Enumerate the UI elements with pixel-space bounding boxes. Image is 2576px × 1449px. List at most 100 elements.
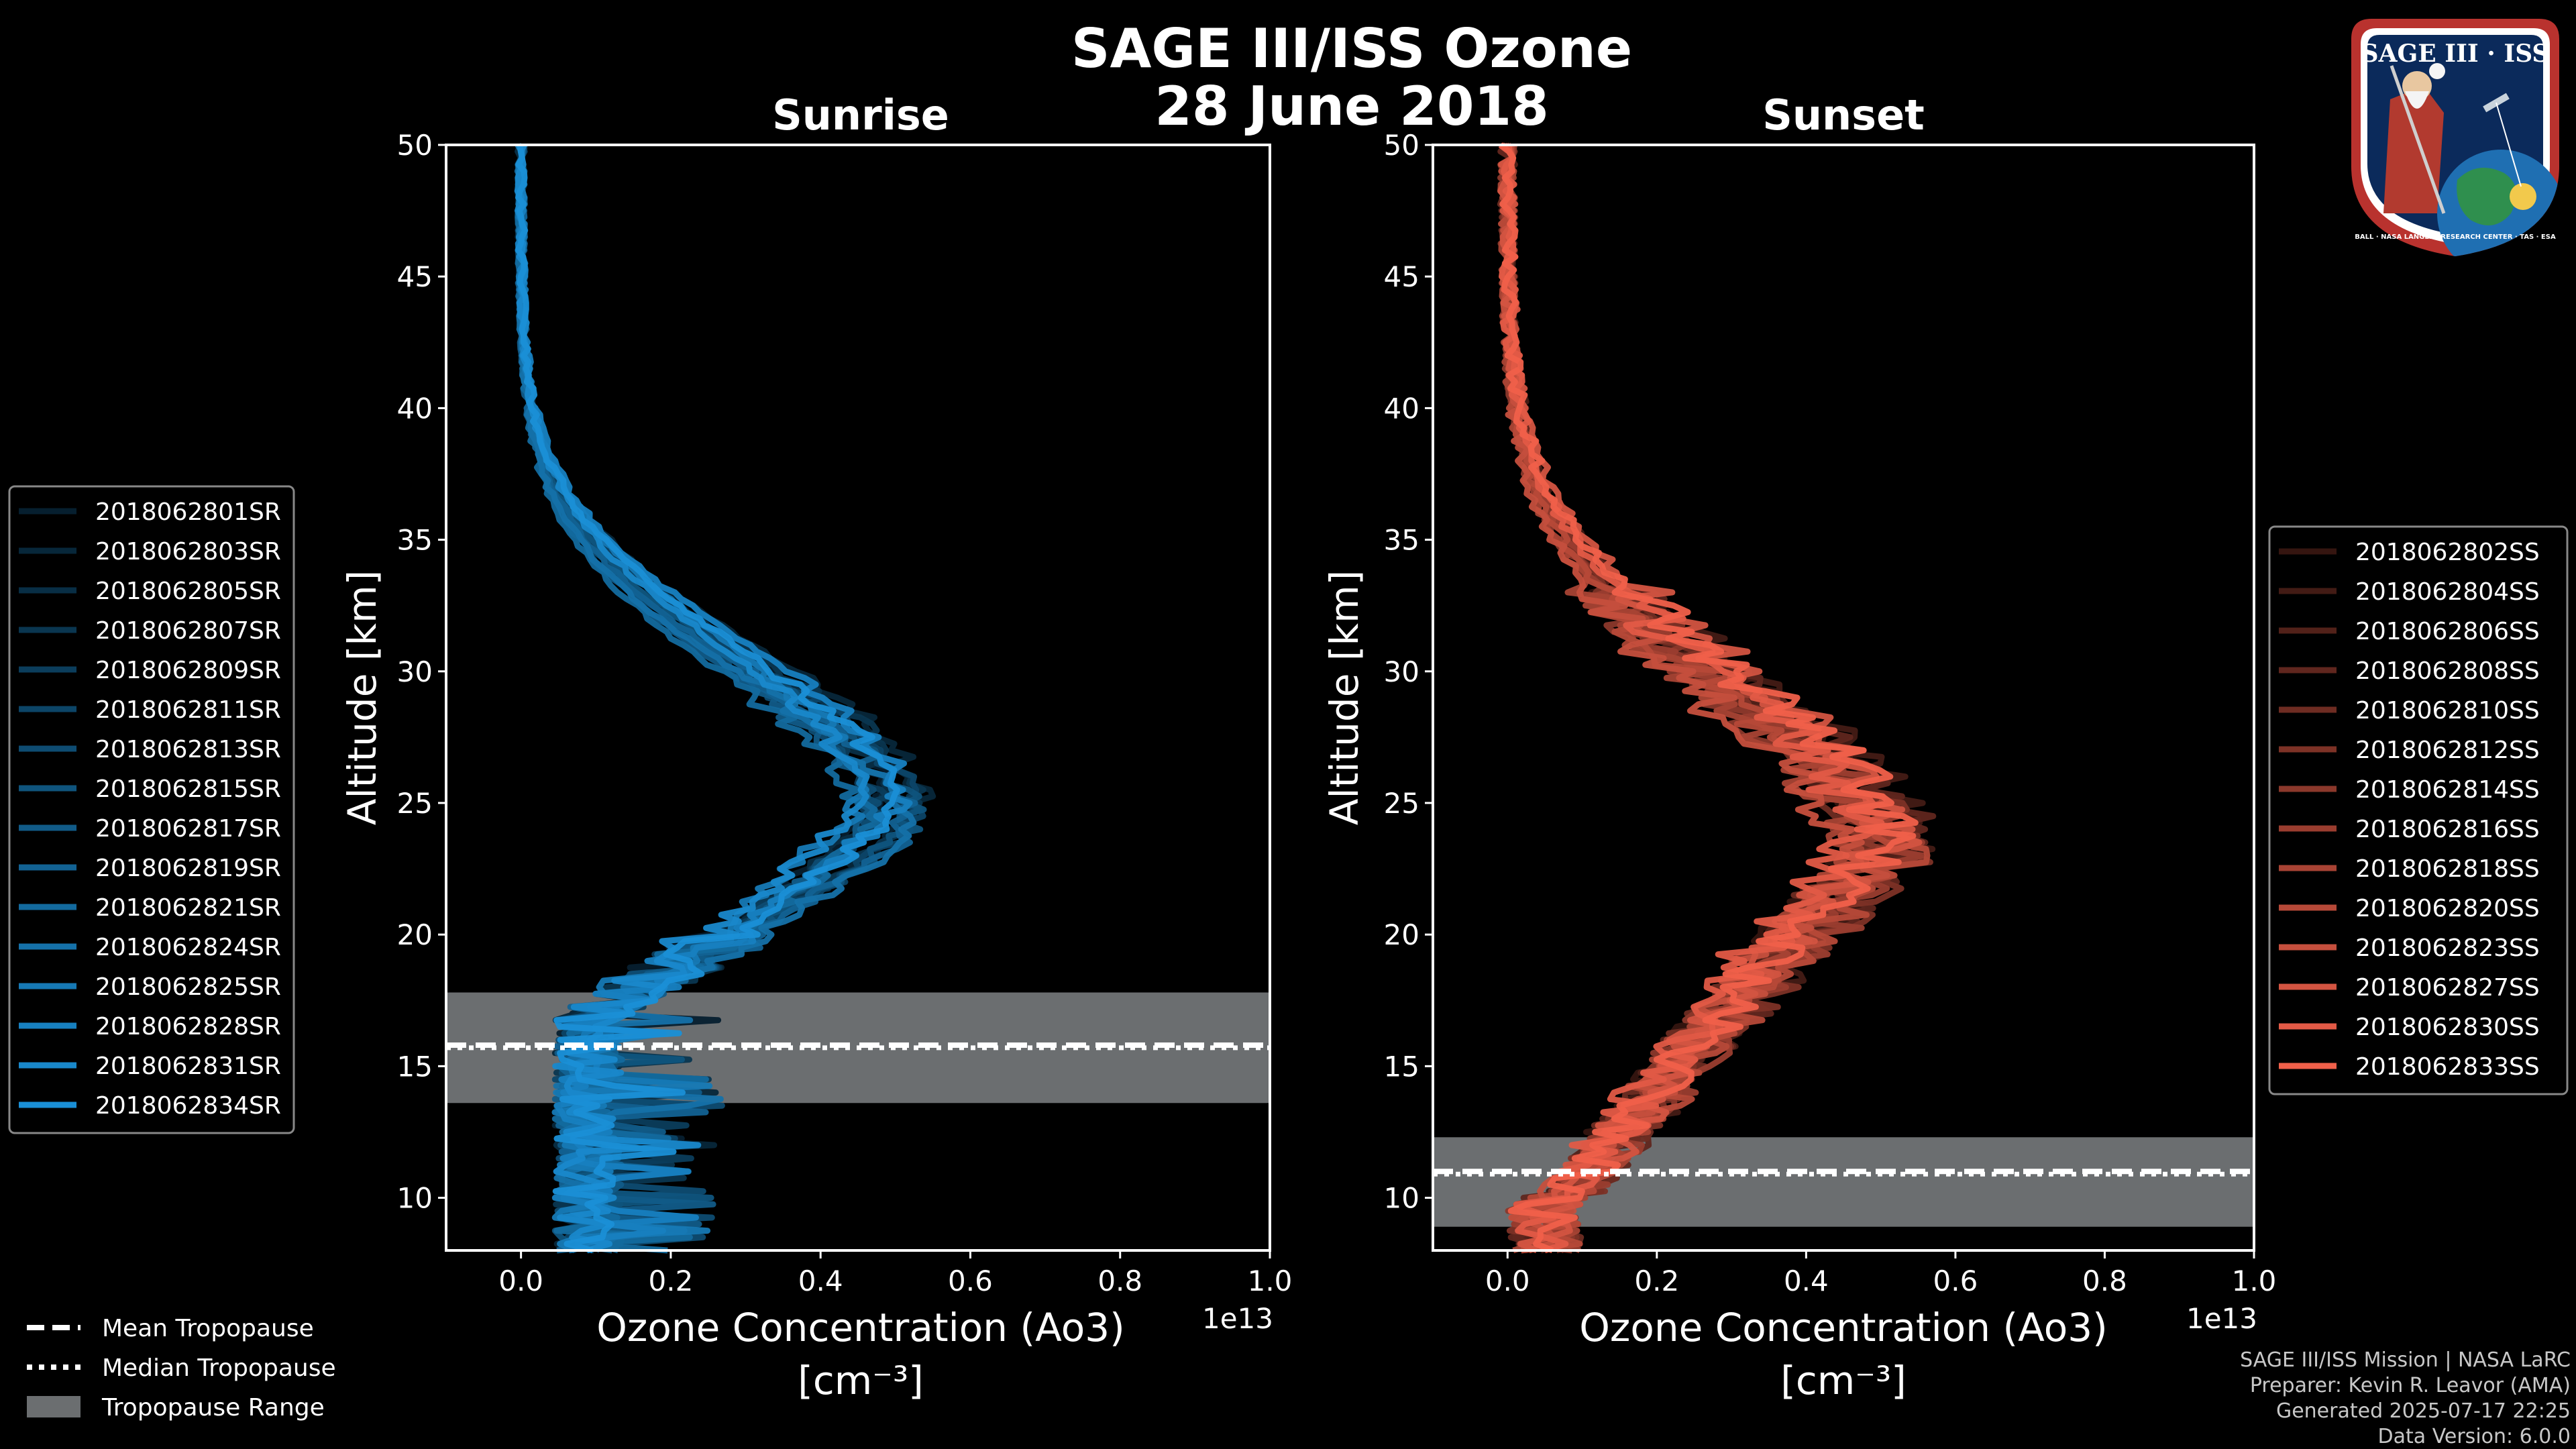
legend-label-2018062818SS: 2018062818SS: [2355, 855, 2540, 883]
credit-data-version: Data Version: 6.0.0: [2378, 1425, 2571, 1448]
x-tick-label: 0.4: [1784, 1265, 1829, 1297]
sunrise-panel: Sunrise 0.0 0.2 0.4 0.6 0.8 1.0 10 15 20 25 30 35 4…: [339, 91, 1292, 1403]
legend-label-2018062816SS: 2018062816SS: [2355, 816, 2540, 843]
sunset-panel-title: Sunset: [1762, 91, 1925, 140]
legend-frame: [2268, 525, 2569, 1095]
legend-label-2018062824SR: 2018062824SR: [95, 934, 281, 961]
sunrise-legend: 2018062801SR 2018062803SR 2018062805SR 2018…: [8, 485, 295, 1134]
legend-label-2018062827SS: 2018062827SS: [2355, 974, 2540, 1002]
credit-generated: Generated 2025-07-17 22:25: [2276, 1399, 2571, 1423]
x-tick-label: 0.2: [649, 1265, 694, 1297]
y-tick-label: 35: [1384, 524, 1419, 557]
tropopause-range-swatch: [27, 1396, 80, 1417]
sunrise-profiles: [514, 142, 936, 1254]
profile-2018062833SS: [1498, 142, 1919, 1254]
tropopause-legend: Mean Tropopause Median Tropopause Tropopau…: [27, 1315, 336, 1421]
legend-label-2018062806SS: 2018062806SS: [2355, 618, 2540, 645]
x-tick-label: 1.0: [2232, 1265, 2277, 1297]
sunrise-axes-frame: [445, 144, 1271, 1252]
tropopause-legend-label: Median Tropopause: [102, 1354, 336, 1382]
sunset-tropopause-lines: [1433, 1169, 2254, 1177]
x-tick-label: 0.0: [498, 1265, 543, 1297]
y-tick-label: 15: [1384, 1050, 1419, 1083]
sage-iii-iss-logo: SAGE III · ISS BALL · NASA LANGLEY RESEA…: [2351, 19, 2559, 256]
sunset-offset-label: 1e13: [2186, 1302, 2257, 1335]
sunrise-y-ticks: 10 15 20 25 30 35 40 45 50: [397, 129, 446, 1215]
legend-label-2018062802SS: 2018062802SS: [2355, 539, 2540, 566]
legend-label-2018062830SS: 2018062830SS: [2355, 1014, 2540, 1041]
y-tick-label: 25: [397, 787, 433, 820]
sunset-x-ticks: 0.0 0.2 0.4 0.6 0.8 1.0: [1485, 1250, 2277, 1297]
sunrise-y-axis-label: Altitude [km]: [339, 570, 385, 825]
sunset-profiles: [1497, 142, 1937, 1254]
legend-label-2018062811SR: 2018062811SR: [95, 696, 281, 724]
legend-label-2018062825SR: 2018062825SR: [95, 973, 281, 1001]
legend-label-2018062804SS: 2018062804SS: [2355, 578, 2540, 606]
y-tick-label: 20: [1384, 918, 1419, 951]
sunrise-x-axis-label: Ozone Concentration (Ao3): [596, 1305, 1125, 1350]
legend-label-2018062808SS: 2018062808SS: [2355, 657, 2540, 685]
profile-2018062823SS: [1498, 144, 1890, 1254]
logo-ring-text: BALL · NASA LANGLEY RESEARCH CENTER · TA…: [2355, 233, 2556, 241]
credits: SAGE III/ISS Mission | NASA LaRC Prepare…: [2240, 1348, 2571, 1448]
x-tick-label: 1.0: [1248, 1265, 1293, 1297]
y-tick-label: 20: [397, 918, 433, 951]
sunset-x-axis-unit: [cm⁻³]: [1780, 1358, 1907, 1403]
legend-label-2018062834SR: 2018062834SR: [95, 1092, 281, 1120]
y-tick-label: 10: [1384, 1182, 1419, 1215]
legend-label-2018062810SS: 2018062810SS: [2355, 697, 2540, 724]
x-tick-label: 0.2: [1634, 1265, 1679, 1297]
legend-label-2018062805SR: 2018062805SR: [95, 578, 281, 605]
legend-label-2018062815SR: 2018062815SR: [95, 775, 281, 803]
legend-label-2018062812SS: 2018062812SS: [2355, 737, 2540, 764]
legend-label-2018062833SS: 2018062833SS: [2355, 1053, 2540, 1081]
profile-2018062814SS: [1497, 144, 1887, 1254]
legend-label-2018062807SR: 2018062807SR: [95, 617, 281, 645]
tropopause-legend-label: Tropopause Range: [101, 1394, 325, 1421]
sunset-axes-frame: [1432, 144, 2255, 1252]
x-tick-label: 0.0: [1485, 1265, 1530, 1297]
x-tick-label: 0.6: [1933, 1265, 1978, 1297]
x-tick-label: 0.8: [2082, 1265, 2127, 1297]
figure-title-line1: SAGE III/ISS Ozone: [1071, 17, 1632, 80]
y-tick-label: 30: [1384, 655, 1419, 688]
y-tick-label: 50: [397, 129, 433, 162]
sunrise-x-axis-unit: [cm⁻³]: [798, 1358, 924, 1403]
credit-mission: SAGE III/ISS Mission | NASA LaRC: [2240, 1348, 2571, 1372]
tropopause-legend-label: Mean Tropopause: [102, 1315, 314, 1342]
sunset-y-axis-label: Altitude [km]: [1322, 570, 1367, 825]
profile-2018062831SR: [514, 144, 870, 1254]
y-tick-label: 35: [397, 524, 433, 557]
legend-label-2018062821SR: 2018062821SR: [95, 894, 281, 922]
y-tick-label: 15: [397, 1050, 433, 1083]
legend-label-2018062813SR: 2018062813SR: [95, 736, 281, 763]
sunrise-tropopause-lines: [446, 1042, 1270, 1051]
y-tick-label: 25: [1384, 787, 1419, 820]
x-tick-label: 0.6: [948, 1265, 993, 1297]
profile-2018062830SS: [1499, 144, 1885, 1254]
y-tick-label: 45: [397, 260, 433, 293]
legend-label-2018062803SR: 2018062803SR: [95, 538, 281, 566]
y-tick-label: 10: [397, 1182, 433, 1215]
y-tick-label: 40: [1384, 392, 1419, 425]
legend-label-2018062809SR: 2018062809SR: [95, 657, 281, 684]
figure-title-line2: 28 June 2018: [1155, 75, 1549, 138]
x-tick-label: 0.8: [1097, 1265, 1142, 1297]
sunrise-x-ticks: 0.0 0.2 0.4 0.6 0.8 1.0: [498, 1250, 1292, 1297]
sunrise-offset-label: 1e13: [1202, 1302, 1273, 1335]
x-tick-label: 0.4: [798, 1265, 843, 1297]
sunrise-panel-title: Sunrise: [772, 91, 949, 140]
sunset-y-ticks: 10 15 20 25 30 35 40 45 50: [1384, 129, 1433, 1215]
legend-label-2018062823SS: 2018062823SS: [2355, 934, 2540, 962]
y-tick-label: 40: [397, 392, 433, 425]
legend-frame: [8, 485, 295, 1134]
y-tick-label: 45: [1384, 260, 1419, 293]
y-tick-label: 30: [397, 655, 433, 688]
legend-label-2018062820SS: 2018062820SS: [2355, 895, 2540, 922]
sunset-x-axis-label: Ozone Concentration (Ao3): [1579, 1305, 2108, 1350]
legend-label-2018062801SR: 2018062801SR: [95, 498, 281, 526]
legend-label-2018062819SR: 2018062819SR: [95, 855, 281, 882]
credit-preparer: Preparer: Kevin R. Leavor (AMA): [2250, 1374, 2571, 1397]
profile-2018062834SR: [515, 144, 900, 1254]
